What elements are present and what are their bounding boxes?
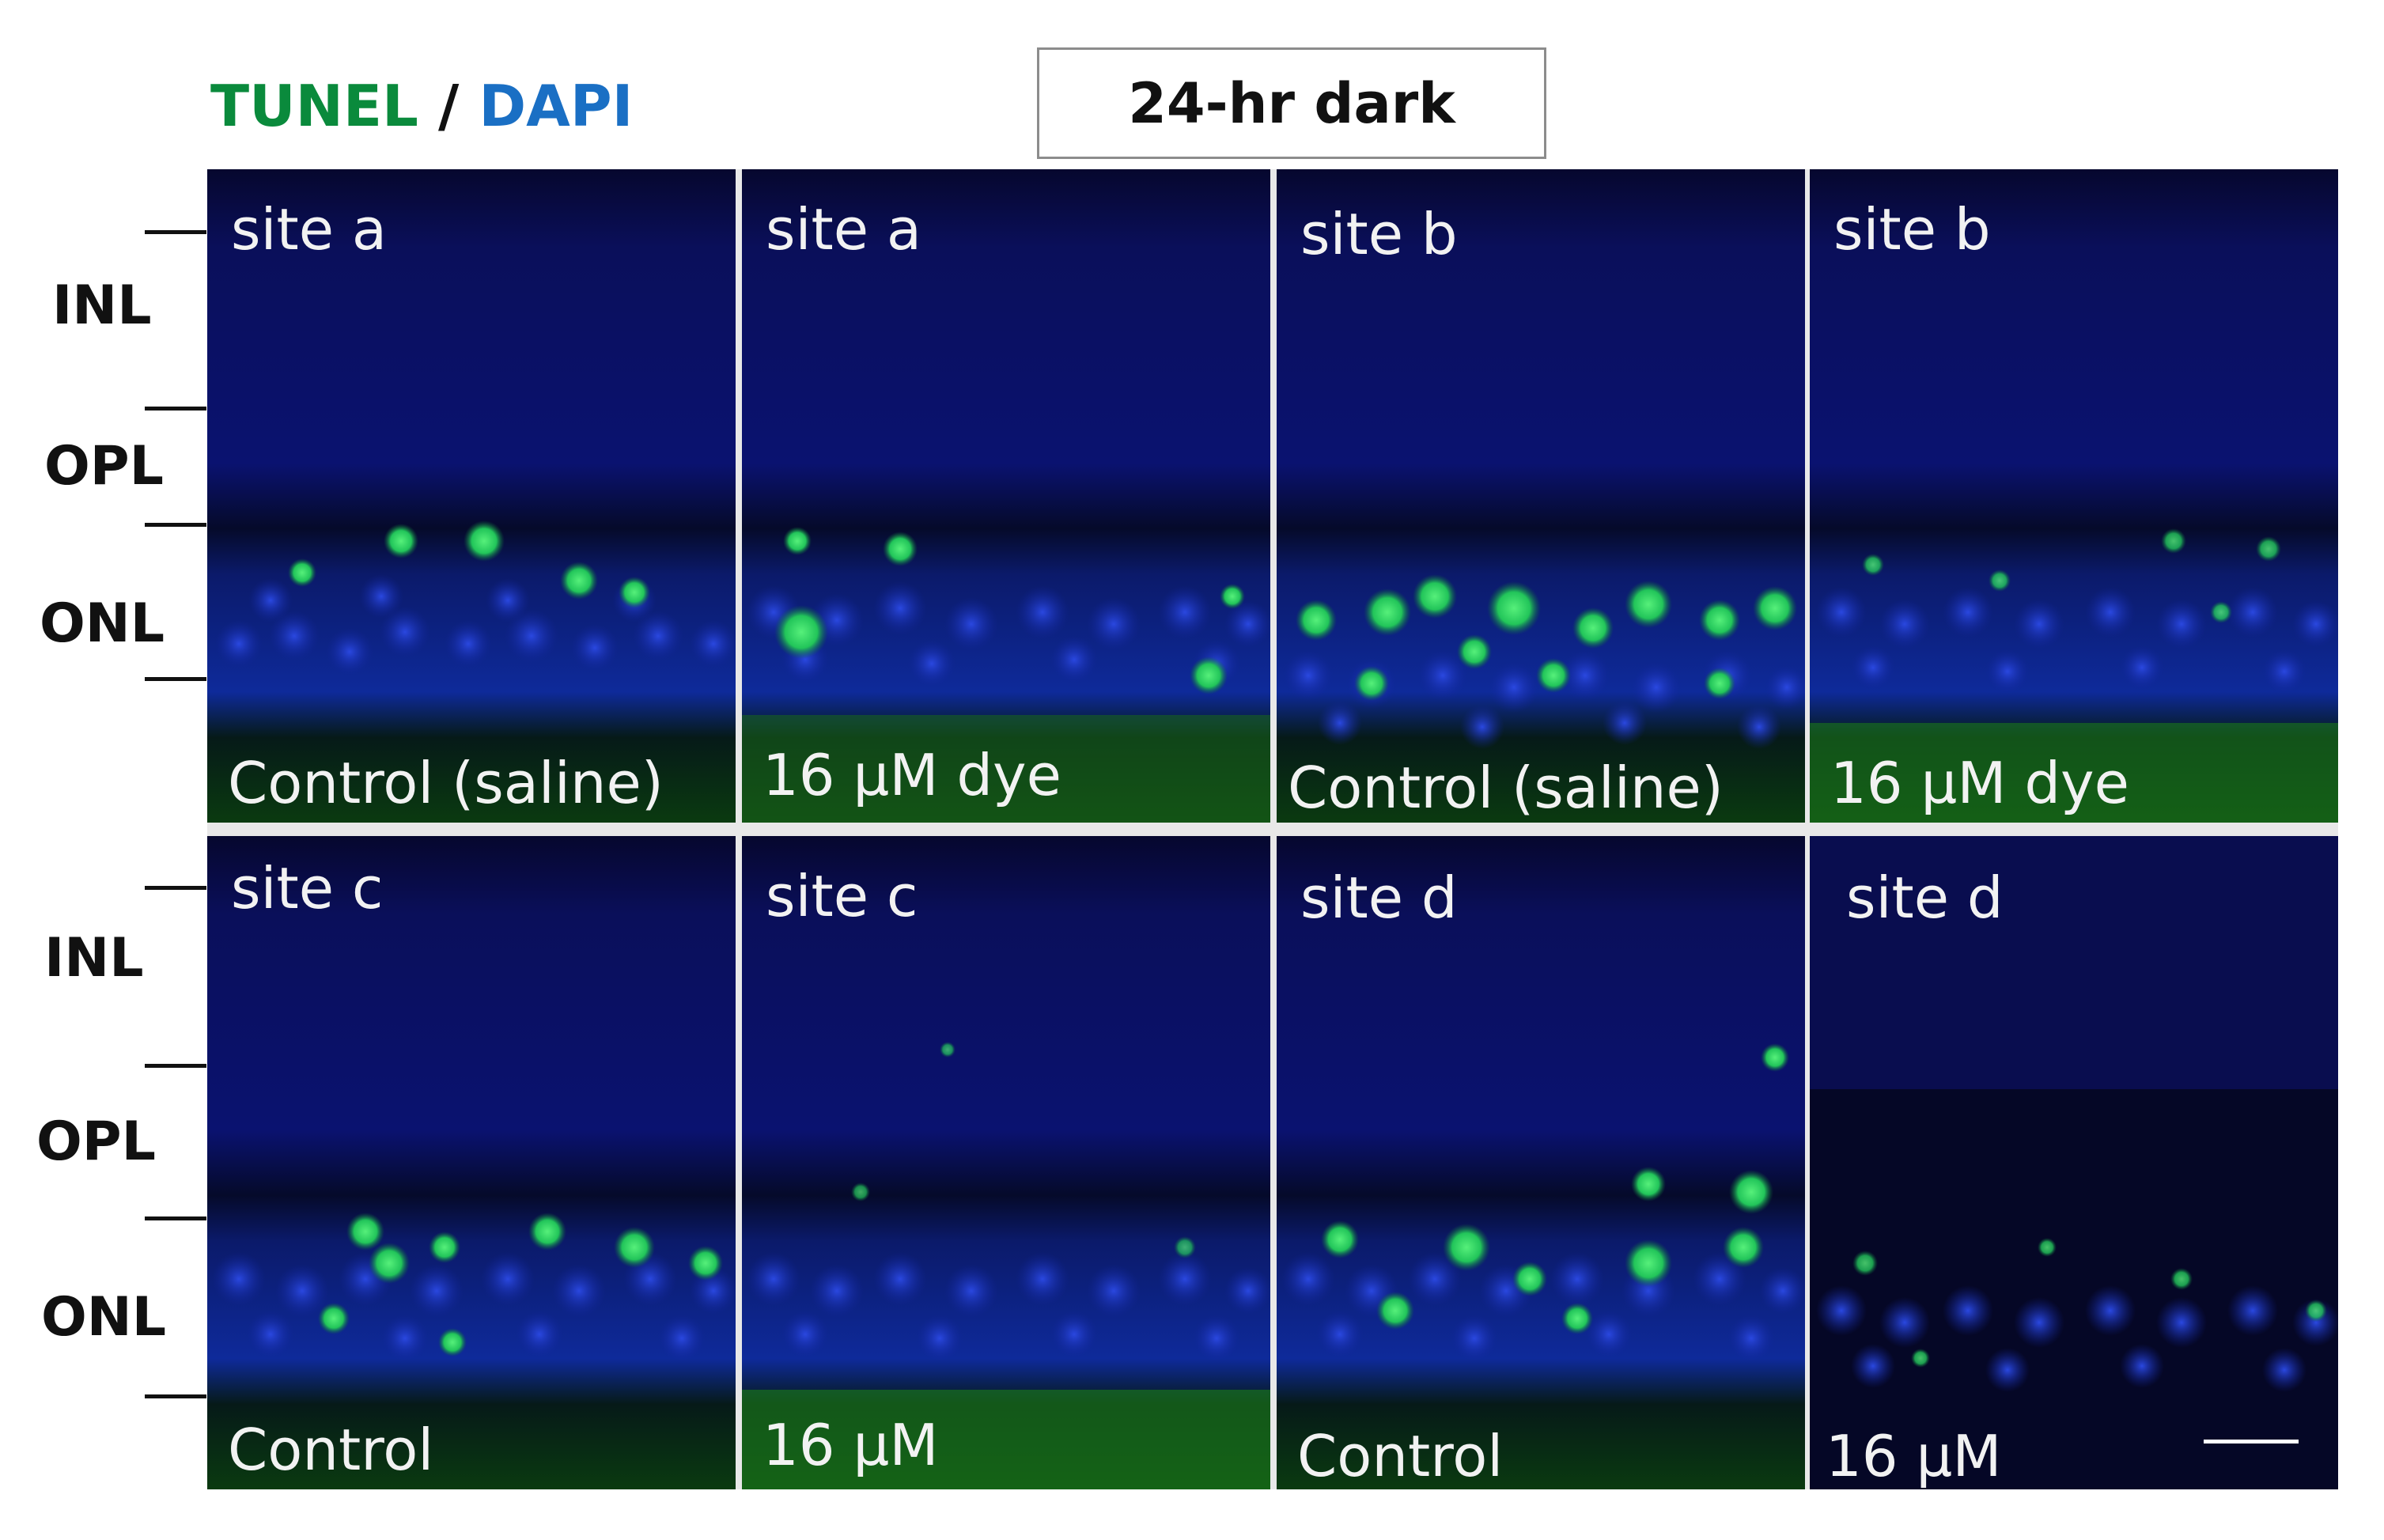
micrograph-grid: site a Control (saline) site a 16 µM dye: [207, 169, 2338, 1489]
micrograph-panel: site d 16 µM: [1810, 836, 2338, 1489]
condition-title-text: 24-hr dark: [1128, 70, 1455, 136]
panel-site-label: site d: [1300, 865, 1458, 931]
stain-legend: TUNEL / DAPI: [210, 78, 633, 134]
dapi-label: DAPI: [479, 73, 634, 139]
panel-site-label: site b: [1833, 196, 1991, 263]
layer-tick: [145, 677, 206, 681]
panel-condition-label: 16 µM: [763, 1412, 939, 1478]
micrograph-panel: site b Control (saline): [1277, 169, 1805, 823]
panel-condition-label: 16 µM dye: [1830, 750, 2129, 816]
micrograph-image: [742, 836, 1270, 1489]
condition-title: 24-hr dark: [1037, 47, 1546, 159]
panel-site-label: site a: [231, 196, 388, 263]
layer-label-onl-bottom: ONL: [41, 1286, 167, 1349]
scale-bar: [2204, 1440, 2299, 1444]
legend-separator: /: [437, 73, 460, 139]
micrograph-image: [1810, 169, 2338, 823]
layer-tick: [145, 1216, 206, 1220]
micrograph-image: [1277, 169, 1805, 823]
layer-tick: [145, 886, 206, 890]
micrograph-panel: site d Control: [1277, 836, 1805, 1489]
layer-label-opl-bottom: OPL: [36, 1111, 156, 1173]
panel-condition-label: Control: [228, 1417, 434, 1483]
micrograph-image: [742, 169, 1270, 823]
panel-site-label: site d: [1846, 865, 2004, 931]
micrograph-panel: site a Control (saline): [207, 169, 736, 823]
panel-condition-label: Control (saline): [1288, 755, 1724, 821]
panel-site-label: site c: [766, 863, 918, 929]
micrograph-panel: site c 16 µM: [742, 836, 1270, 1489]
panel-condition-label: Control (saline): [228, 750, 664, 816]
layer-tick: [145, 523, 206, 527]
micrograph-image: [1277, 836, 1805, 1489]
panel-site-label: site b: [1300, 201, 1458, 267]
panel-site-label: site a: [766, 196, 922, 263]
panel-condition-label: Control: [1297, 1423, 1504, 1489]
tunel-label: TUNEL: [210, 73, 418, 139]
layer-tick: [145, 407, 206, 411]
micrograph-panel: site a 16 µM dye: [742, 169, 1270, 823]
layer-tick: [145, 1064, 206, 1068]
panel-condition-label: 16 µM dye: [763, 742, 1061, 808]
micrograph-panel: site c Control: [207, 836, 736, 1489]
panel-site-label: site c: [231, 855, 384, 921]
layer-label-inl-bottom: INL: [44, 927, 144, 989]
micrograph-image: [207, 836, 736, 1489]
layer-tick: [145, 230, 206, 234]
micrograph-image: [207, 169, 736, 823]
micrograph-image: [1810, 836, 2338, 1489]
layer-tick: [145, 1394, 206, 1398]
layer-label-opl-top: OPL: [44, 435, 164, 498]
micrograph-panel: site b 16 µM dye: [1810, 169, 2338, 823]
layer-label-onl-top: ONL: [40, 592, 165, 655]
layer-label-inl-top: INL: [52, 274, 152, 337]
panel-condition-label: 16 µM: [1826, 1423, 2002, 1489]
